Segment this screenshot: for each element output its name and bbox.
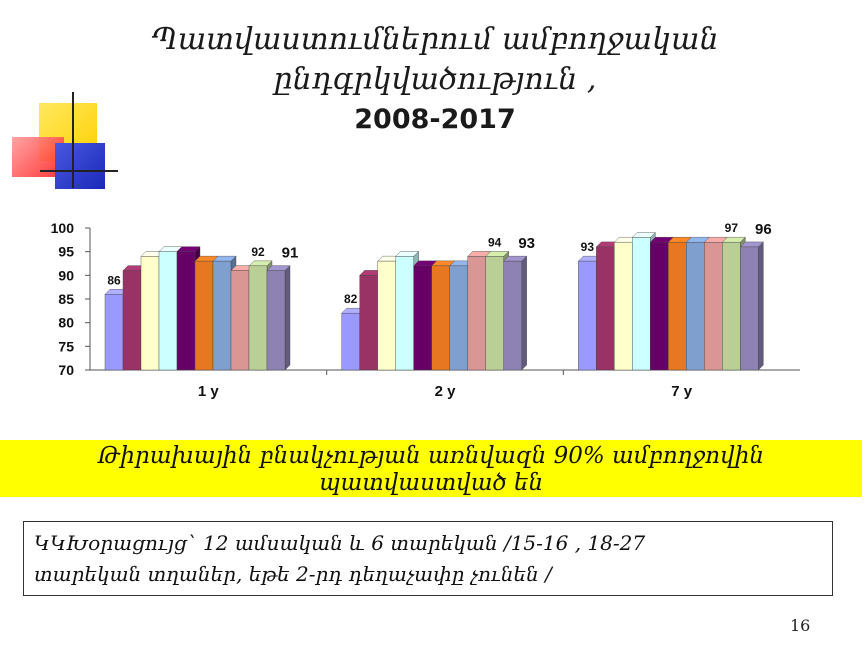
data-label: 92 <box>251 245 265 259</box>
bar <box>176 251 196 371</box>
y-tick-label: 100 <box>51 220 75 236</box>
bar <box>449 265 468 371</box>
title-line-1: Պատվաստումներում ամբողջական <box>151 22 719 57</box>
data-label: 97 <box>725 221 739 235</box>
x-tick-label: 1 y <box>198 383 220 400</box>
bar <box>104 294 124 371</box>
banner-line-2: պատվաստված են <box>318 470 544 496</box>
bar <box>485 256 504 371</box>
bar <box>194 260 214 371</box>
bar <box>395 256 414 371</box>
bar <box>266 270 286 371</box>
bar <box>686 242 705 371</box>
bar-side <box>758 241 764 371</box>
bar <box>158 251 178 371</box>
data-label: 94 <box>488 235 502 249</box>
bar <box>248 265 268 371</box>
data-label: 96 <box>755 221 772 238</box>
bar <box>578 260 597 371</box>
y-tick-label: 75 <box>58 338 74 354</box>
data-label: 93 <box>581 240 595 254</box>
y-tick-label: 85 <box>58 291 74 307</box>
decor-vertical-line <box>72 92 74 188</box>
note-line-1: ԿԿԽօրացույց` 12 ամսական և 6 տարեկան /15-… <box>34 531 646 555</box>
note-line-2: տարեկան տղաներ, եթե 2-րդ դեղաչափը չունեն… <box>34 562 552 586</box>
title-line-2: ընդգրկվածություն , <box>273 62 597 97</box>
decor-blue-square <box>55 143 105 189</box>
bar <box>650 242 669 371</box>
slide-title: Պատվաստումներում ամբողջական ընդգրկվածութ… <box>90 20 780 140</box>
bar <box>704 242 723 371</box>
bar <box>122 270 142 371</box>
bar <box>614 242 633 371</box>
banner-line-1: Թիրախային բնակչության առնվազն 90% ամբողջ… <box>98 443 764 469</box>
page-number: 16 <box>790 616 811 635</box>
bar <box>467 256 486 371</box>
data-label: 93 <box>518 235 535 252</box>
bar <box>230 270 250 371</box>
decor-horizontal-line <box>40 170 118 172</box>
bar <box>377 260 396 371</box>
bar <box>413 265 432 371</box>
bar <box>722 242 741 371</box>
y-tick-label: 95 <box>58 244 74 260</box>
x-tick-label: 2 y <box>435 383 457 400</box>
schedule-note: ԿԿԽօրացույց` 12 ամսական և 6 տարեկան /15-… <box>23 521 833 596</box>
data-label: 86 <box>107 273 121 287</box>
target-banner: Թիրախային բնակչության առնվազն 90% ամբողջ… <box>0 440 862 497</box>
y-tick-label: 90 <box>58 267 74 283</box>
bar <box>359 275 378 371</box>
data-label: 82 <box>344 292 358 306</box>
y-tick-label: 70 <box>58 362 74 378</box>
bar <box>632 237 651 371</box>
title-years: 2008-2017 <box>354 104 516 135</box>
bar <box>668 242 687 371</box>
bar <box>596 246 615 371</box>
bar <box>740 246 759 371</box>
bar <box>140 256 160 371</box>
data-label: 91 <box>282 245 299 262</box>
bar <box>212 260 232 371</box>
bar <box>341 312 360 371</box>
bar <box>431 265 450 371</box>
bar-chart: 70 75 80 85 90 95 100 1 y 2 y 7 y 86 92 91 82 94 93 93 97… <box>51 220 800 400</box>
y-tick-label: 80 <box>58 315 74 331</box>
x-tick-label: 7 y <box>671 383 693 400</box>
bar <box>503 260 522 371</box>
bar-side <box>284 265 291 371</box>
bar-side <box>521 255 527 371</box>
